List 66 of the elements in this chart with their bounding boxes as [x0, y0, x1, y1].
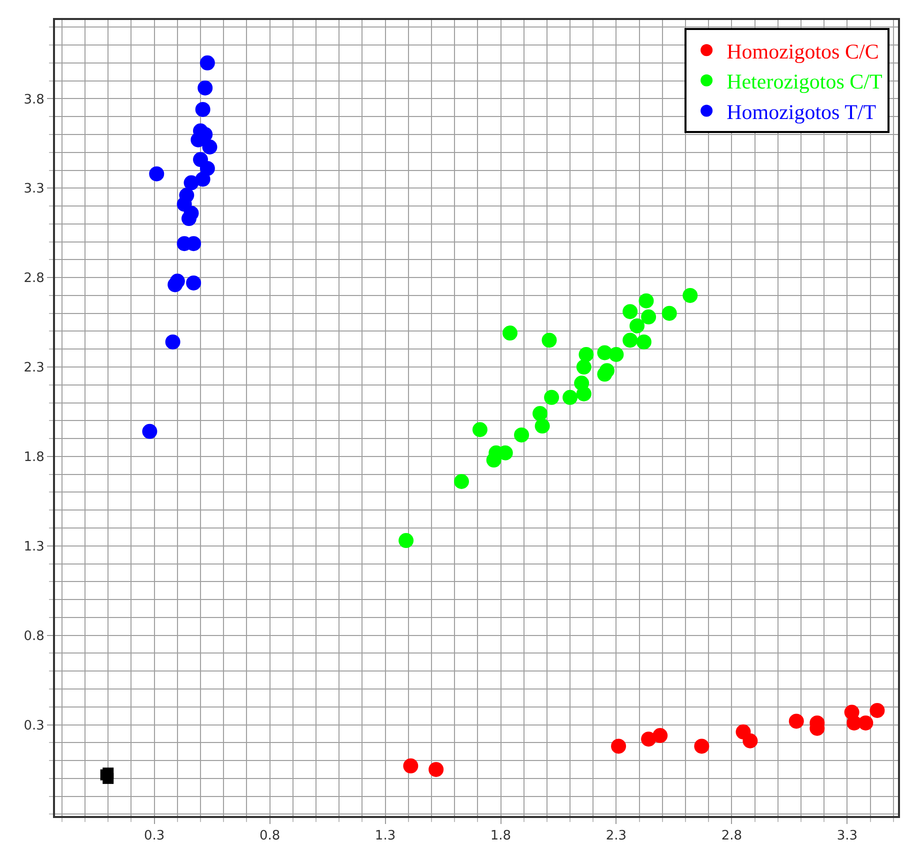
point — [181, 211, 196, 226]
x-tick-label: 2.8 — [721, 828, 742, 844]
point — [502, 326, 518, 341]
x-tick-label: 0.8 — [259, 828, 280, 844]
point — [514, 427, 530, 442]
legend-label: Heterozigotos C/T — [726, 70, 882, 94]
point — [562, 390, 578, 405]
point — [682, 288, 698, 303]
point — [641, 732, 656, 747]
y-tick-label: 3.8 — [24, 92, 44, 108]
point — [599, 363, 614, 378]
point — [142, 424, 158, 439]
point — [608, 347, 624, 362]
y-tick-label: 2.3 — [24, 360, 44, 376]
legend-label: Homozigotos T/T — [726, 100, 876, 124]
legend-label: Homozigotos C/C — [726, 39, 879, 64]
y-tick-label: 0.8 — [24, 628, 44, 644]
y-tick-label: 3.3 — [24, 182, 44, 197]
x-tick-label: 1.8 — [490, 828, 512, 844]
point — [870, 702, 885, 718]
point — [652, 728, 668, 744]
y-tick-label: 1.3 — [24, 539, 44, 554]
point — [198, 80, 213, 96]
point — [168, 277, 183, 292]
y-tick-label: 1.8 — [24, 450, 44, 466]
point — [190, 132, 206, 148]
y-tick-label: 0.3 — [24, 718, 44, 734]
x-tick-label: 0.3 — [144, 828, 165, 844]
point — [149, 166, 164, 182]
point — [630, 318, 645, 334]
point — [574, 376, 590, 391]
point — [544, 390, 560, 405]
point — [534, 418, 550, 434]
point — [611, 738, 626, 754]
point — [788, 714, 804, 729]
point — [542, 332, 557, 348]
point — [636, 334, 652, 350]
point — [576, 360, 592, 375]
point — [472, 422, 488, 438]
point — [694, 738, 710, 754]
point — [742, 733, 758, 748]
x-tick-label: 2.3 — [606, 828, 627, 844]
point — [641, 309, 656, 324]
point — [622, 304, 638, 320]
point — [454, 474, 469, 489]
point — [428, 762, 444, 777]
point — [638, 293, 654, 308]
point — [200, 55, 215, 70]
x-tick-label: 1.3 — [374, 828, 396, 844]
point — [486, 452, 502, 468]
point — [398, 533, 414, 548]
point — [662, 306, 677, 321]
point — [195, 102, 210, 117]
point — [403, 758, 418, 774]
point — [202, 140, 218, 154]
point — [578, 347, 594, 362]
point — [858, 715, 874, 730]
point — [622, 332, 638, 348]
point — [165, 334, 180, 350]
point — [102, 768, 114, 779]
point — [184, 175, 199, 190]
point — [186, 275, 202, 290]
y-tick-label: 2.8 — [24, 271, 44, 286]
point — [532, 406, 548, 422]
x-tick-label: 3.3 — [836, 828, 858, 844]
point — [195, 172, 210, 187]
